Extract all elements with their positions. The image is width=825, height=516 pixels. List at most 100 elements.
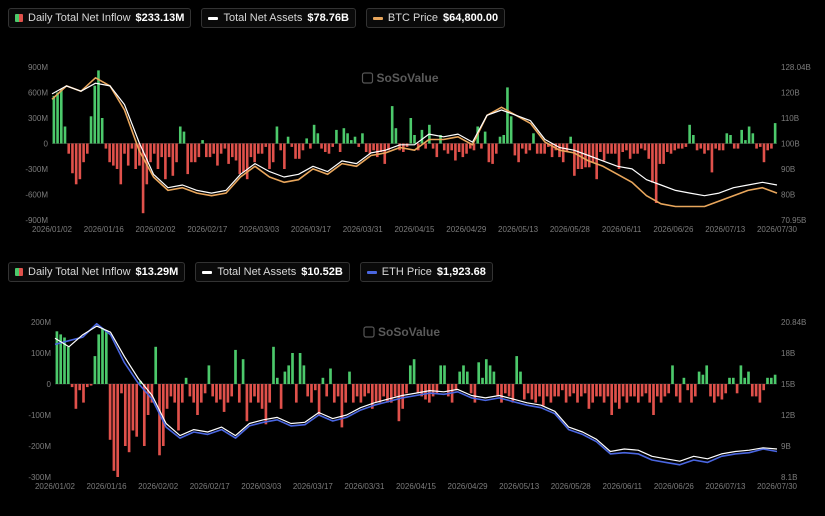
inflow-bar xyxy=(636,384,640,403)
inflow-bar xyxy=(139,380,142,384)
y-left-tick-label: 600M xyxy=(28,89,48,98)
inflow-bar xyxy=(633,384,636,397)
inflow-bar xyxy=(180,384,184,403)
inflow-bar xyxy=(483,131,487,144)
inflow-bar xyxy=(212,143,216,154)
inflow-bar xyxy=(175,143,178,163)
x-tick-label: 2026/01/16 xyxy=(87,482,128,491)
inflow-bar xyxy=(468,143,472,149)
y-left-tick-label: 0 xyxy=(47,380,52,389)
inflow-bar xyxy=(279,143,282,151)
inflow-bar xyxy=(498,136,502,144)
inflow-bar xyxy=(97,70,100,144)
inflow-bar xyxy=(346,133,349,144)
inflow-bar xyxy=(256,384,260,403)
inflow-bar xyxy=(591,143,595,163)
inflow-bar xyxy=(587,384,591,409)
inflow-bar xyxy=(706,143,710,151)
assets-line-icon xyxy=(202,270,213,274)
inflow-bar xyxy=(721,143,725,151)
inflow-bar xyxy=(192,384,196,403)
inflow-bar xyxy=(506,87,509,144)
inflow-bar xyxy=(678,384,682,403)
inflow-bar xyxy=(632,143,636,154)
inflow-bar xyxy=(104,143,108,149)
inflow-bar xyxy=(617,384,621,409)
inflow-bar xyxy=(120,384,123,394)
inflow-swatch-icon xyxy=(15,268,23,276)
inflow-bar xyxy=(625,384,629,403)
x-tick-label: 2026/05/28 xyxy=(551,482,592,491)
inflow-bar xyxy=(100,118,104,144)
legend-btc-assets[interactable]: Total Net Assets $78.76B xyxy=(201,8,356,28)
inflow-bar xyxy=(134,143,137,169)
eth-legend: Daily Total Net Inflow $13.29M Total Net… xyxy=(8,262,493,282)
inflow-bar xyxy=(750,384,754,397)
inflow-bar xyxy=(688,124,691,144)
legend-label: Daily Total Net Inflow xyxy=(28,266,131,278)
inflow-bar xyxy=(652,384,655,415)
inflow-bar xyxy=(127,384,131,453)
legend-btc-price[interactable]: BTC Price $64,800.00 xyxy=(365,8,506,28)
inflow-bar xyxy=(167,143,171,158)
assets-line-icon xyxy=(208,16,219,20)
inflow-bar xyxy=(606,143,610,154)
watermark: SoSoValue xyxy=(378,325,440,339)
inflow-bar xyxy=(130,143,134,149)
legend-btc-inflow[interactable]: Daily Total Net Inflow $233.13M xyxy=(8,8,192,28)
inflow-bar xyxy=(628,143,632,159)
inflow-bar xyxy=(671,365,674,384)
inflow-bar xyxy=(576,384,579,403)
inflow-bar xyxy=(401,384,405,409)
inflow-bar xyxy=(242,143,245,173)
inflow-bar xyxy=(610,384,614,415)
inflow-bar xyxy=(543,143,546,154)
eth-etf-chart[interactable]: SoSoValue 200M 100M 0 -100M -200M -300M 20.84B 1… xyxy=(0,291,825,516)
inflow-bar xyxy=(227,143,230,164)
inflow-bar xyxy=(450,143,453,151)
legend-eth-price[interactable]: ETH Price $1,923.68 xyxy=(359,262,493,282)
inflow-bar xyxy=(104,331,108,384)
legend-eth-assets[interactable]: Total Net Assets $10.52B xyxy=(195,262,350,282)
inflow-bar xyxy=(714,143,717,149)
inflow-bar xyxy=(370,384,374,409)
inflow-bar xyxy=(709,384,712,397)
inflow-bar xyxy=(55,331,59,384)
inflow-bar xyxy=(621,143,625,152)
inflow-bar xyxy=(435,143,439,158)
inflow-bar xyxy=(279,384,283,409)
inflow-bar xyxy=(530,384,534,400)
y-left-tick-label: -600M xyxy=(25,191,48,200)
inflow-bar xyxy=(712,384,716,403)
inflow-bar xyxy=(454,143,457,161)
inflow-bar xyxy=(290,143,294,147)
inflow-bar xyxy=(409,118,413,144)
legend-value: $64,800.00 xyxy=(443,12,499,24)
inflow-bar xyxy=(413,135,416,144)
inflow-bar xyxy=(705,365,709,384)
inflow-bar xyxy=(509,116,513,144)
inflow-bar xyxy=(275,377,279,384)
inflow-bar xyxy=(335,129,338,144)
inflow-bar xyxy=(67,143,71,154)
inflow-bar xyxy=(511,384,515,403)
x-tick-label: 2026/06/11 xyxy=(602,225,642,234)
inflow-bar xyxy=(617,143,621,169)
legend-value: $10.52B xyxy=(301,266,343,278)
inflow-bar xyxy=(364,143,368,152)
inflow-bar xyxy=(216,143,219,166)
legend-value: $233.13M xyxy=(135,12,185,24)
btc-etf-chart[interactable]: SoSoValue 900M 600M 300M 0 -300M -600M -900M 128… xyxy=(0,40,825,255)
inflow-bar xyxy=(669,143,673,154)
inflow-bar xyxy=(93,356,97,384)
inflow-bar xyxy=(610,143,613,154)
inflow-bar xyxy=(494,143,498,154)
watermark: SoSoValue xyxy=(377,71,439,85)
x-tick-label: 2026/06/26 xyxy=(653,225,694,234)
inflow-bar xyxy=(747,126,751,144)
inflow-bar xyxy=(554,143,558,151)
inflow-bar xyxy=(184,377,188,384)
inflow-bar xyxy=(348,371,351,384)
x-tick-label: 2026/07/13 xyxy=(705,482,746,491)
legend-eth-inflow[interactable]: Daily Total Net Inflow $13.29M xyxy=(8,262,186,282)
